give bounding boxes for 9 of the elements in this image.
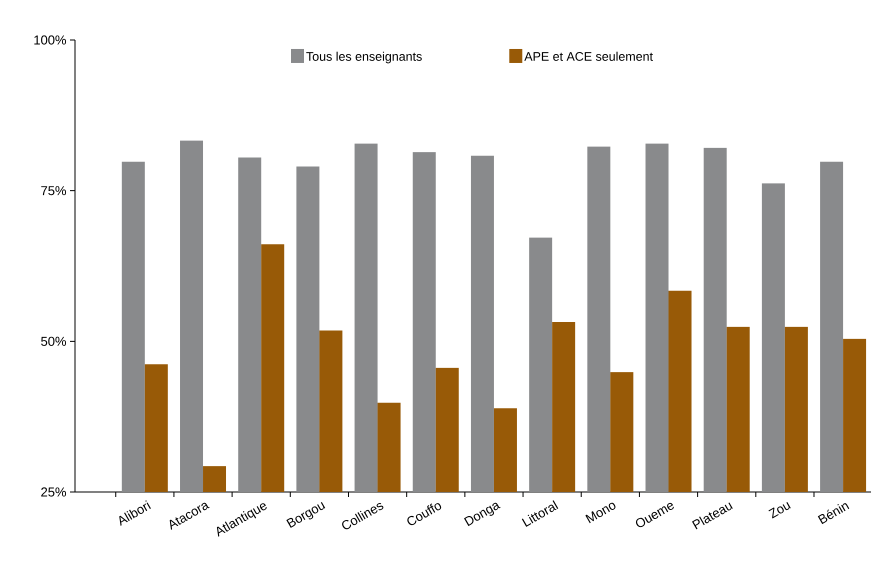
y-tick-label: 25% [41, 487, 66, 497]
legend-label: Tous les enseignants [306, 52, 422, 64]
y-tick-label: 100% [34, 35, 66, 45]
x-tick-label: Zou [768, 502, 791, 518]
y-tick-label: 75% [41, 186, 66, 196]
x-tick-label: Bénin [818, 503, 850, 524]
y-tick-label: 50% [41, 336, 66, 346]
x-tick-label: Mono [585, 502, 616, 524]
legend-label: APE et ACE seulement [524, 52, 653, 61]
